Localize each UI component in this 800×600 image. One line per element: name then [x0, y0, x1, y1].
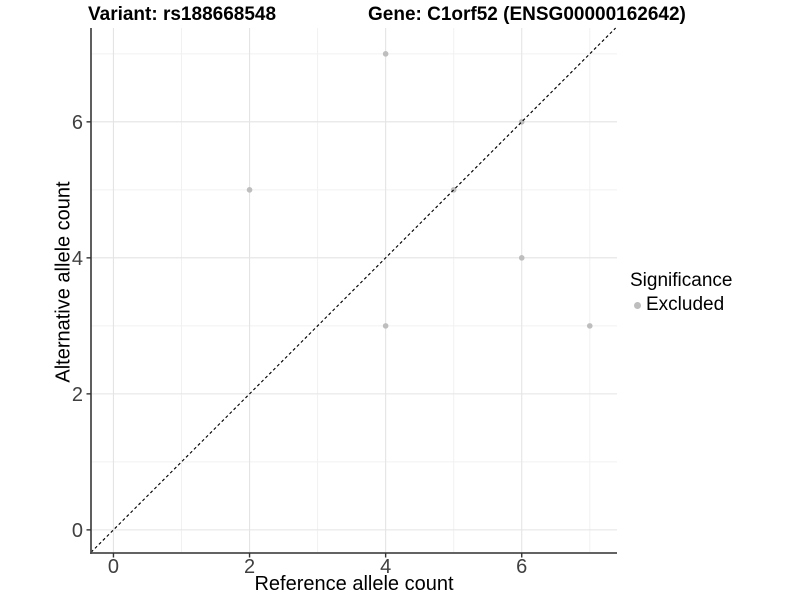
legend-item-label: Excluded [646, 294, 725, 315]
y-tick-label: 0 [72, 520, 83, 542]
y-tick-label: 6 [72, 112, 83, 134]
data-point [382, 51, 389, 57]
legend: Significance Excluded [630, 270, 732, 316]
legend-item-excluded: Excluded [634, 294, 732, 316]
data-point [246, 187, 253, 193]
data-point [586, 323, 593, 329]
data-point [518, 255, 525, 261]
identity-line [90, 27, 617, 553]
plot-title-variant: Variant: rs188668548 [88, 4, 277, 25]
x-tick-label: 6 [516, 556, 527, 578]
x-tick-label: 2 [244, 556, 255, 578]
x-axis-title: Reference allele count [254, 573, 454, 595]
y-tick-label: 2 [72, 384, 83, 406]
data-point [382, 323, 389, 329]
y-axis-title: Alternative allele count [52, 181, 75, 383]
circle-icon [634, 301, 641, 309]
x-tick-label: 0 [108, 556, 119, 578]
x-tick-label: 4 [380, 556, 391, 578]
legend-title: Significance [630, 270, 733, 291]
y-tick-label: 4 [72, 248, 83, 270]
plot-title-gene: Gene: C1orf52 (ENSG00000162642) [368, 4, 686, 25]
